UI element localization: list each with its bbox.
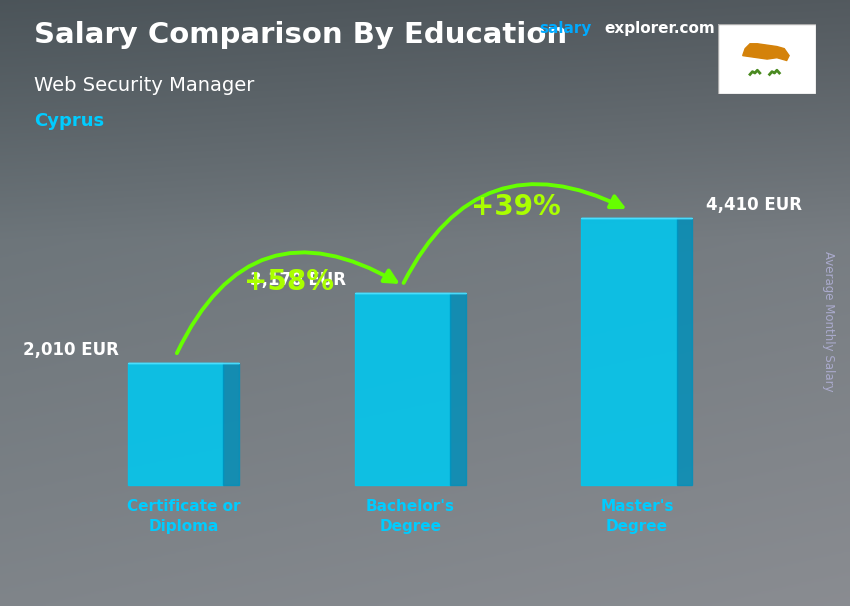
Polygon shape <box>743 44 789 61</box>
Text: 2,010 EUR: 2,010 EUR <box>23 341 119 359</box>
Polygon shape <box>677 218 693 485</box>
Text: salary: salary <box>540 21 592 36</box>
Polygon shape <box>224 363 239 485</box>
Text: Cyprus: Cyprus <box>34 112 104 130</box>
Text: Bachelor's
Degree: Bachelor's Degree <box>366 499 455 533</box>
Text: Salary Comparison By Education: Salary Comparison By Education <box>34 21 567 49</box>
Bar <box>581 218 677 485</box>
Polygon shape <box>450 293 466 485</box>
Text: Web Security Manager: Web Security Manager <box>34 76 254 95</box>
Text: Average Monthly Salary: Average Monthly Salary <box>822 251 836 391</box>
Text: +39%: +39% <box>471 193 560 221</box>
Text: Certificate or
Diploma: Certificate or Diploma <box>127 499 241 533</box>
Bar <box>128 363 224 485</box>
Text: explorer.com: explorer.com <box>604 21 715 36</box>
Text: +58%: +58% <box>244 268 334 296</box>
Text: 4,410 EUR: 4,410 EUR <box>706 196 802 214</box>
Bar <box>354 293 450 485</box>
Text: 3,170 EUR: 3,170 EUR <box>250 271 346 289</box>
Text: Master's
Degree: Master's Degree <box>600 499 674 533</box>
